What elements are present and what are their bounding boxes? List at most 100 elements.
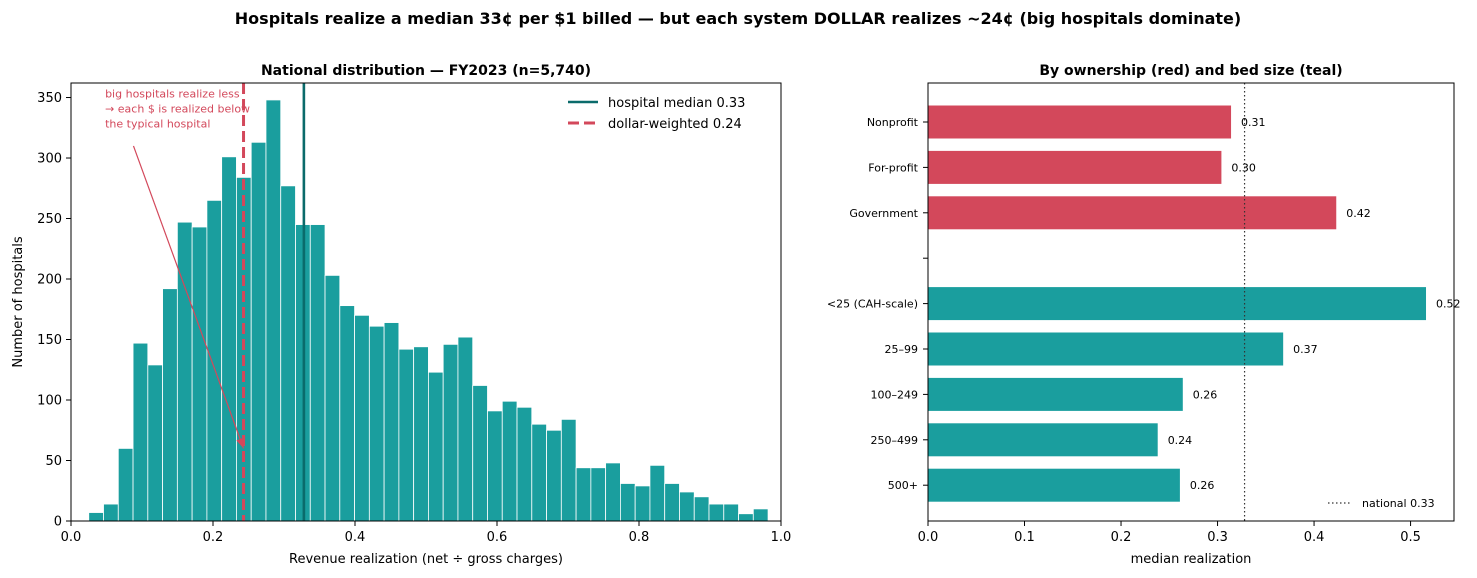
histogram-bar <box>280 185 296 522</box>
hbar-x-tick-label: 0.5 <box>1400 530 1421 545</box>
hbar-bar <box>928 423 1158 457</box>
hbar-category-label: For-profit <box>868 161 918 174</box>
histogram-bar <box>560 418 577 522</box>
annotation-text-line: big hospitals realize less <box>105 88 240 101</box>
hbar-value-label: 0.26 <box>1193 388 1218 401</box>
histogram-y-tick-label: 200 <box>37 273 62 288</box>
histogram-legend: hospital median 0.33 dollar-weighted 0.24 <box>568 96 745 132</box>
histogram-bar <box>708 503 725 522</box>
hbar-y-axis: Nonprofit For-profit Government <25 (CAH-sc… <box>827 116 928 492</box>
hbar-plot-frame <box>927 82 1455 522</box>
histogram-bar <box>368 325 385 522</box>
hbar-x-tick-label: 0.0 <box>918 530 939 545</box>
histogram-plot-frame <box>70 82 782 522</box>
hbar-bar <box>928 287 1427 321</box>
hbar-value-label: 0.31 <box>1241 116 1266 129</box>
hbar-bar <box>928 377 1183 411</box>
histogram-bar <box>634 485 651 522</box>
hbar-legend-label: national 0.33 <box>1362 497 1435 510</box>
histogram-bar <box>117 448 134 522</box>
hbar-title: By ownership (red) and bed size (teal) <box>1039 63 1342 79</box>
histogram-bar <box>206 199 223 522</box>
hbar-bar <box>928 196 1337 230</box>
hbar-x-axis: 0.0 0.1 0.2 0.3 0.4 0.5 <box>918 521 1421 545</box>
histogram-bar <box>309 224 326 522</box>
histogram-y-tick-label: 100 <box>37 394 62 409</box>
histogram-y-tick-label: 150 <box>37 333 62 348</box>
histogram-bar <box>428 371 444 522</box>
histogram-bar <box>501 400 518 522</box>
annotation-text-line: the typical hospital <box>105 118 210 131</box>
histogram-x-tick-label: 0.2 <box>203 530 224 545</box>
histogram-bar <box>649 464 666 522</box>
histogram-bar <box>546 429 562 522</box>
hbar-value-label: 0.26 <box>1190 479 1215 492</box>
ownership-bedsize-chart: By ownership (red) and bed size (teal) 0… <box>827 63 1461 567</box>
histogram-y-tick-label: 50 <box>45 454 62 469</box>
histogram-bar <box>398 348 415 522</box>
histogram-bar <box>575 467 592 522</box>
histogram-x-tick-label: 0.8 <box>629 530 650 545</box>
histogram-y-tick-label: 0 <box>54 515 62 530</box>
hbar-category-label: Government <box>849 207 918 220</box>
histogram-bar <box>679 491 695 522</box>
hbar-category-label: 500+ <box>888 479 918 492</box>
histogram-x-axis-label: Revenue realization (net ÷ gross charges… <box>289 552 563 567</box>
hbar-x-axis-label: median realization <box>1131 552 1252 567</box>
histogram-y-tick-label: 250 <box>37 212 62 227</box>
histogram-title: National distribution — FY2023 (n=5,740) <box>261 63 591 79</box>
histogram-bar <box>738 513 754 522</box>
hbar-category-label: Nonprofit <box>867 116 919 129</box>
hbar-value-label: 0.24 <box>1168 434 1193 447</box>
histogram-bar <box>147 364 163 522</box>
hbar-bar <box>928 468 1180 502</box>
histogram-chart: National distribution — FY2023 (n=5,740)… <box>11 63 791 567</box>
hbar-category-label: 100–249 <box>871 388 919 401</box>
histogram-bar <box>590 467 607 522</box>
hbar-bar <box>928 105 1232 139</box>
histogram-x-tick-label: 1.0 <box>771 530 792 545</box>
hbar-x-tick-label: 0.1 <box>1014 530 1035 545</box>
histogram-bars <box>88 99 769 522</box>
hbar-bar <box>928 150 1222 184</box>
hbar-value-label: 0.37 <box>1293 343 1318 356</box>
histogram-bar <box>487 410 503 522</box>
histogram-bar <box>531 423 547 522</box>
histogram-bar <box>619 483 636 522</box>
hbar-value-labels: 0.31 0.30 0.42 0.52 0.37 0.26 0.24 0.26 <box>1168 116 1461 492</box>
histogram-bar <box>605 462 621 522</box>
histogram-bar <box>191 226 208 522</box>
histogram-bar <box>132 342 149 522</box>
hbar-value-label: 0.42 <box>1346 207 1371 220</box>
hbar-bar <box>928 332 1284 366</box>
histogram-bar <box>693 496 710 522</box>
histogram-bar <box>664 483 680 522</box>
figure-suptitle: Hospitals realize a median 33¢ per $1 bi… <box>235 9 1241 28</box>
histogram-bar <box>265 99 282 522</box>
legend-entry-label: hospital median 0.33 <box>608 96 745 111</box>
histogram-bar <box>324 274 341 522</box>
hbar-bars <box>928 105 1427 502</box>
histogram-y-axis-label: Number of hospitals <box>11 236 26 368</box>
histogram-bar <box>472 385 488 522</box>
histogram-bar <box>339 305 355 522</box>
histogram-bar <box>442 343 459 522</box>
histogram-bar <box>354 314 370 522</box>
histogram-y-axis: 0 50 100 150 200 250 300 350 <box>37 91 71 530</box>
histogram-x-tick-label: 0.0 <box>61 530 82 545</box>
hbar-category-label: <25 (CAH-scale) <box>827 298 918 311</box>
histogram-bar <box>383 322 400 522</box>
legend-entry-label: dollar-weighted 0.24 <box>608 117 742 132</box>
histogram-x-axis: 0.0 0.2 0.4 0.6 0.8 1.0 <box>61 521 792 545</box>
histogram-y-tick-label: 300 <box>37 152 62 167</box>
hbar-value-label: 0.52 <box>1436 298 1461 311</box>
histogram-bar <box>752 508 769 522</box>
histogram-bar <box>162 288 178 522</box>
hbar-category-label: 25–99 <box>885 343 919 356</box>
histogram-y-tick-label: 350 <box>37 91 62 106</box>
hbar-x-tick-label: 0.4 <box>1304 530 1325 545</box>
hbar-value-label: 0.30 <box>1231 161 1256 174</box>
histogram-bar <box>413 346 429 522</box>
hbar-x-tick-label: 0.2 <box>1111 530 1132 545</box>
